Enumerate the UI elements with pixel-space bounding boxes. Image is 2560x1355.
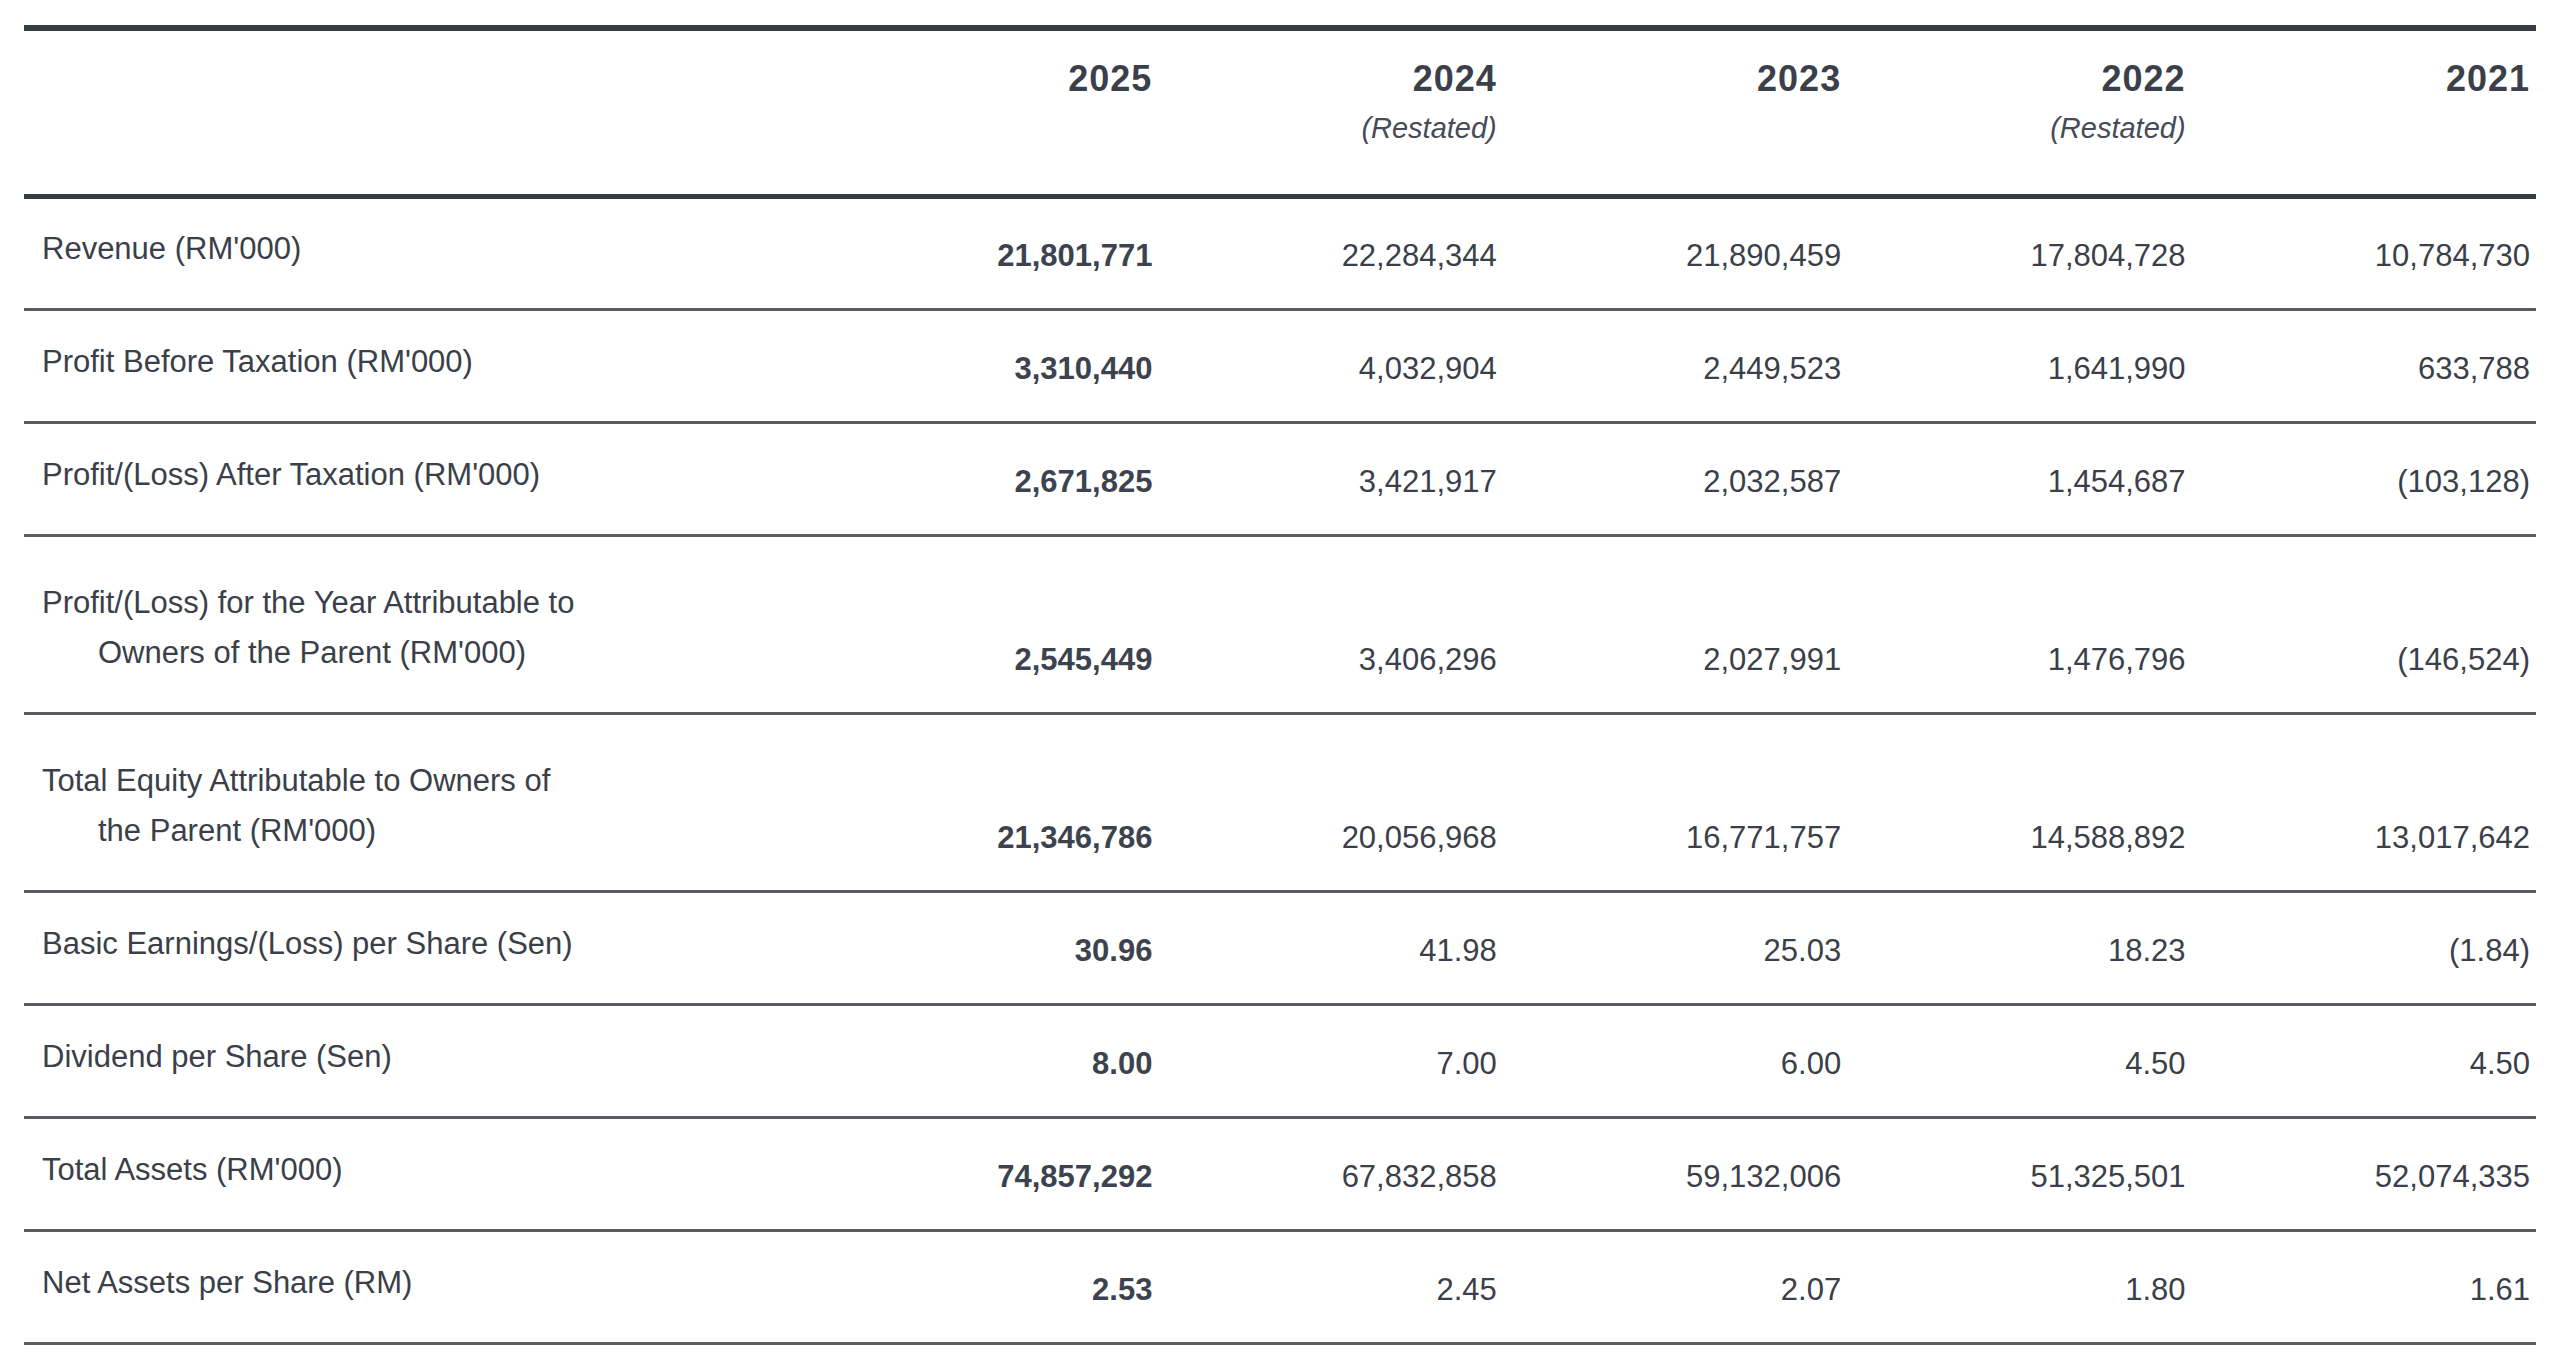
year-label: 2022 (1847, 57, 2185, 100)
value-cell: 2.45 (1158, 1230, 1502, 1343)
row-label-line1: Total Equity Attributable to Owners of (42, 756, 813, 806)
value-cell: 2,671,825 (814, 422, 1158, 535)
value-cell: 22,284,344 (1158, 196, 1502, 309)
row-label-line1: Dividend per Share (Sen) (42, 1032, 813, 1082)
value-cell: 2.07 (1503, 1230, 1847, 1343)
value-cell: 20,056,968 (1158, 713, 1502, 891)
row-label-line1: Profit/(Loss) After Taxation (RM'000) (42, 450, 813, 500)
value-cell: 13,017,642 (2192, 713, 2536, 891)
value-cell: 41.98 (1158, 891, 1502, 1004)
row-label-line1: Revenue (RM'000) (42, 224, 813, 274)
value-cell: 3,421,917 (1158, 422, 1502, 535)
value-cell: 1.61 (2192, 1230, 2536, 1343)
value-cell: 8.00 (814, 1004, 1158, 1117)
row-label-line1: Net Assets per Share (RM) (42, 1258, 813, 1308)
value-cell: 2.53 (814, 1230, 1158, 1343)
table-row: Total Assets (RM'000)74,857,29267,832,85… (24, 1117, 2536, 1230)
row-label: Basic Earnings/(Loss) per Share (Sen) (24, 891, 814, 1004)
value-cell: (1.84) (2192, 891, 2536, 1004)
restated-note: (Restated) (1158, 112, 1496, 145)
value-cell: 14,588,892 (1847, 713, 2191, 891)
value-cell: 1.80 (1847, 1230, 2191, 1343)
table-row: Profit/(Loss) for the Year Attributable … (24, 535, 2536, 713)
value-cell: 1,641,990 (1847, 309, 2191, 422)
value-cell: 2,545,449 (814, 535, 1158, 713)
row-label-line1: Profit Before Taxation (RM'000) (42, 337, 813, 387)
value-cell: 25.03 (1503, 891, 1847, 1004)
value-cell: 4.50 (1847, 1004, 2191, 1117)
value-cell: 30.96 (814, 891, 1158, 1004)
value-cell: 2,449,523 (1503, 309, 1847, 422)
year-label: 2021 (2192, 57, 2530, 100)
table-row: Profit Before Taxation (RM'000)3,310,440… (24, 309, 2536, 422)
value-cell: 1,476,796 (1847, 535, 2191, 713)
row-label-line1: Profit/(Loss) for the Year Attributable … (42, 578, 813, 628)
value-cell: (103,128) (2192, 422, 2536, 535)
row-label: Total Equity Attributable to Owners ofth… (24, 713, 814, 891)
row-label-line2: the Parent (RM'000) (42, 806, 813, 856)
value-cell: 2,027,991 (1503, 535, 1847, 713)
row-label: Profit/(Loss) After Taxation (RM'000) (24, 422, 814, 535)
row-label-line1: Total Assets (RM'000) (42, 1145, 813, 1195)
row-label-line1: Basic Earnings/(Loss) per Share (Sen) (42, 919, 813, 969)
value-cell: 4.50 (2192, 1004, 2536, 1117)
value-cell: 21,346,786 (814, 713, 1158, 891)
year-column-header: 2021 (2192, 28, 2536, 196)
row-label-line2: Owners of the Parent (RM'000) (42, 628, 813, 678)
value-cell: (146,524) (2192, 535, 2536, 713)
value-cell: 52,074,335 (2192, 1117, 2536, 1230)
restated-note: (Restated) (1847, 112, 2185, 145)
financial-highlights-page: 20252024(Restated)20232022(Restated)2021… (0, 0, 2560, 1345)
value-cell: 74,857,292 (814, 1117, 1158, 1230)
year-label: 2024 (1158, 57, 1496, 100)
table-row: Profit/(Loss) After Taxation (RM'000)2,6… (24, 422, 2536, 535)
table-row: Total Equity Attributable to Owners ofth… (24, 713, 2536, 891)
value-cell: 59,132,006 (1503, 1117, 1847, 1230)
five-year-summary-table: 20252024(Restated)20232022(Restated)2021… (24, 25, 2536, 1345)
value-cell: 1,454,687 (1847, 422, 2191, 535)
value-cell: 3,406,296 (1158, 535, 1502, 713)
value-cell: 51,325,501 (1847, 1117, 2191, 1230)
value-cell: 633,788 (2192, 309, 2536, 422)
value-cell: 4,032,904 (1158, 309, 1502, 422)
year-label: 2023 (1503, 57, 1841, 100)
table-row: Revenue (RM'000)21,801,77122,284,34421,8… (24, 196, 2536, 309)
label-column-header (24, 28, 814, 196)
value-cell: 21,801,771 (814, 196, 1158, 309)
value-cell: 6.00 (1503, 1004, 1847, 1117)
header-row: 20252024(Restated)20232022(Restated)2021 (24, 28, 2536, 196)
year-column-header: 2022 (Restated) (1847, 28, 2191, 196)
value-cell: 67,832,858 (1158, 1117, 1502, 1230)
table-row: Net Assets per Share (RM)2.532.452.071.8… (24, 1230, 2536, 1343)
row-label: Net Assets per Share (RM) (24, 1230, 814, 1343)
row-label: Dividend per Share (Sen) (24, 1004, 814, 1117)
value-cell: 17,804,728 (1847, 196, 2191, 309)
year-label: 2025 (814, 57, 1152, 100)
value-cell: 16,771,757 (1503, 713, 1847, 891)
table-row: Basic Earnings/(Loss) per Share (Sen)30.… (24, 891, 2536, 1004)
value-cell: 10,784,730 (2192, 196, 2536, 309)
value-cell: 21,890,459 (1503, 196, 1847, 309)
year-column-header: 2025 (814, 28, 1158, 196)
value-cell: 3,310,440 (814, 309, 1158, 422)
row-label: Revenue (RM'000) (24, 196, 814, 309)
value-cell: 7.00 (1158, 1004, 1502, 1117)
value-cell: 18.23 (1847, 891, 2191, 1004)
row-label: Profit Before Taxation (RM'000) (24, 309, 814, 422)
year-column-header: 2024 (Restated) (1158, 28, 1502, 196)
row-label: Total Assets (RM'000) (24, 1117, 814, 1230)
table-row: Dividend per Share (Sen)8.007.006.004.50… (24, 1004, 2536, 1117)
value-cell: 2,032,587 (1503, 422, 1847, 535)
row-label: Profit/(Loss) for the Year Attributable … (24, 535, 814, 713)
year-column-header: 2023 (1503, 28, 1847, 196)
